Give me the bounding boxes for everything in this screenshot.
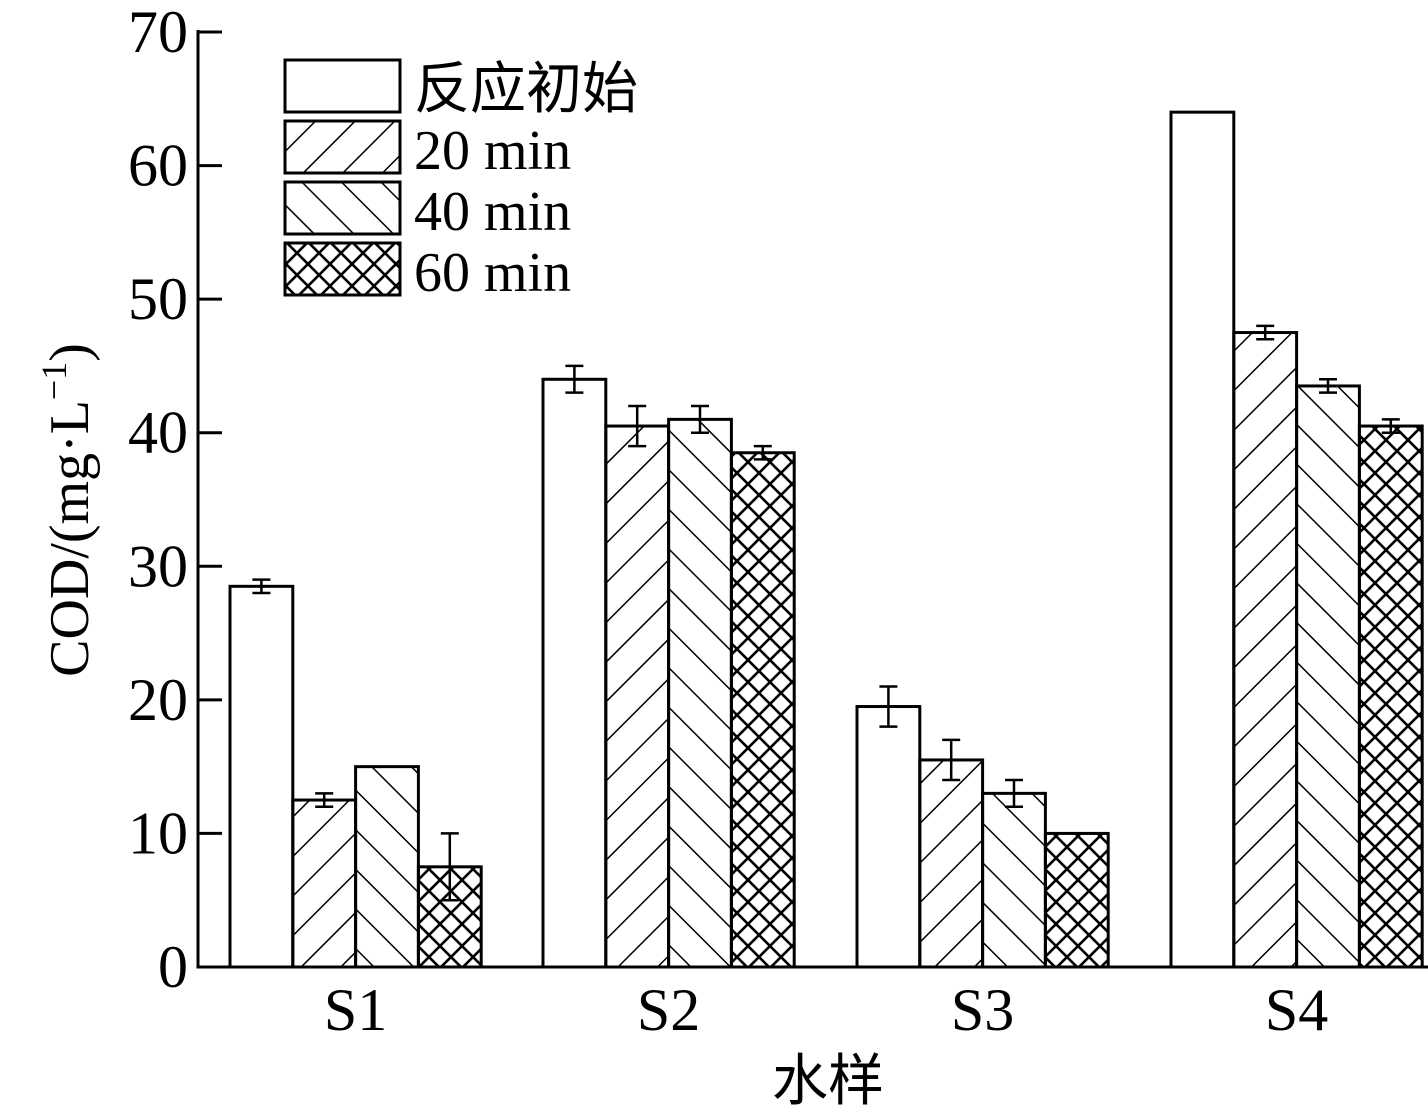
bar-s2-series-3 [667, 417, 733, 969]
legend-label-2: 20 min [414, 120, 571, 182]
y-tick-label-10: 10 [128, 800, 188, 866]
error-bar-s1-series-4 [440, 832, 459, 902]
legend-swatch-4 [283, 241, 402, 297]
bar-s4-series-2 [1232, 331, 1299, 969]
y-axis-title: COD/(mg·L−1) [34, 343, 101, 677]
legend-item-1: 反应初始 [283, 58, 638, 121]
y-axis-title-main: COD/(mg·L [39, 400, 101, 677]
legend-label-1: 反应初始 [414, 59, 638, 121]
error-bar-s4-series-4 [1381, 418, 1400, 434]
y-tick-label-0: 0 [158, 934, 188, 1000]
axes-layer: 0 10 20 30 40 50 60 70 S1 S2 S3 S4 [128, 0, 1428, 1043]
legend-label-3: 40 min [414, 181, 571, 243]
legend-item-4: 60 min [283, 241, 571, 304]
y-tick-label-20: 20 [128, 667, 188, 733]
legend-swatch-1 [283, 58, 402, 114]
error-bar-s1-series-2 [315, 792, 334, 808]
bar-s1-series-2 [291, 798, 358, 969]
y-tick-label-40: 40 [128, 400, 188, 466]
x-axis-title: 水样 [772, 1051, 884, 1111]
y-tick-label-60: 60 [128, 133, 188, 199]
bar-s1-series-1 [228, 584, 295, 969]
bar-s3-series-2 [918, 758, 985, 969]
legend-swatch-3 [283, 180, 402, 236]
x-tick-label-s3: S3 [951, 977, 1014, 1043]
bar-s3-series-3 [981, 791, 1047, 969]
bar-s2-series-4 [729, 451, 796, 969]
bars-layer [228, 110, 1424, 969]
legend-item-3: 40 min [283, 180, 571, 243]
bar-s4-series-1 [1169, 110, 1236, 969]
error-bar-s2-series-3 [691, 404, 709, 434]
bar-s3-series-1 [855, 705, 922, 969]
bar-s4-series-3 [1295, 384, 1361, 969]
bar-s4-series-4 [1357, 424, 1424, 969]
x-tick-label-s1: S1 [324, 977, 387, 1043]
bar-s2-series-2 [604, 424, 671, 969]
bar-s3-series-4 [1043, 831, 1110, 969]
legend-label-4: 60 min [414, 242, 571, 304]
x-tick-label-s2: S2 [637, 977, 700, 1043]
legend-item-2: 20 min [283, 119, 571, 182]
bar-s2-series-1 [541, 377, 608, 969]
bar-s1-series-3 [354, 765, 420, 969]
error-bar-s3-series-3 [1005, 778, 1023, 808]
y-axis-title-superscript: −1 [34, 362, 74, 400]
y-axis-title-end: ) [39, 343, 101, 362]
error-bar-s2-series-1 [565, 364, 584, 394]
error-bar-s1-series-1 [252, 578, 271, 595]
y-tick-label-50: 50 [128, 266, 188, 332]
error-bar-s4-series-3 [1319, 378, 1337, 394]
error-bars-layer [252, 324, 1400, 902]
error-bar-s4-series-2 [1256, 324, 1275, 341]
legend-swatch-2 [283, 119, 402, 175]
error-bar-s2-series-4 [753, 444, 772, 461]
x-tick-label-s4: S4 [1265, 977, 1328, 1043]
y-tick-label-30: 30 [128, 533, 188, 599]
error-bar-s3-series-2 [942, 738, 961, 782]
y-tick-label-70: 70 [128, 0, 188, 65]
error-bar-s3-series-1 [879, 685, 898, 728]
error-bar-s2-series-2 [628, 404, 647, 448]
